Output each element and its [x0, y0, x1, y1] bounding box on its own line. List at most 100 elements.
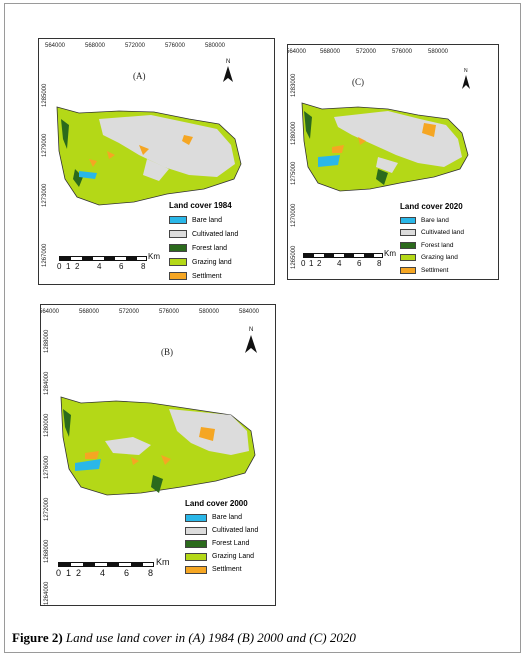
north-arrow-icon: N — [223, 59, 233, 82]
map-b-x-tick: 584000 — [239, 309, 260, 315]
map-c-x-tick: 576000 — [392, 49, 413, 55]
scale-tick: 4 — [97, 262, 102, 271]
map-a-legend-title: Land cover 1984 — [169, 201, 232, 210]
map-a-legend: Land cover 1984 Bare land Cultivated lan… — [169, 201, 255, 283]
map-a-y-tick: 1273000 — [42, 183, 48, 207]
map-c-scale-bar: Km 0 1 2 4 6 8 — [301, 249, 409, 273]
map-c-x-tick: 568000 — [320, 49, 341, 55]
map-a-canvas: 564000 568000 572000 576000 580000 12850… — [42, 43, 242, 267]
scale-tick: 1 — [66, 262, 71, 271]
svg-text:N: N — [464, 68, 468, 74]
map-c-x-tick: 580000 — [428, 49, 449, 55]
scale-tick: 4 — [337, 259, 342, 268]
map-b-x-tick: 572000 — [119, 309, 140, 315]
map-b-x-tick: 580000 — [199, 309, 220, 315]
scale-tick: 8 — [377, 259, 382, 268]
map-c-x-ticks: 564000 568000 572000 576000 580000 — [288, 49, 449, 55]
map-a-y-tick: 1285000 — [42, 83, 48, 107]
legend-item: Grazing Land — [185, 550, 275, 563]
map-a-y-tick: 1267000 — [42, 243, 48, 267]
map-b-y-tick: 1272000 — [44, 497, 50, 521]
scale-tick: 0 — [57, 262, 62, 271]
scale-tick: 8 — [148, 568, 154, 578]
map-c-canvas: 564000 568000 572000 576000 580000 12830… — [288, 49, 470, 269]
map-a-x-ticks: 564000 568000 572000 576000 580000 — [45, 43, 226, 49]
map-a-region — [56, 106, 242, 206]
scale-tick: 0 — [56, 568, 62, 578]
north-arrow-icon: N — [462, 68, 470, 89]
legend-item: Forest land — [400, 239, 492, 252]
scale-unit: Km — [148, 252, 160, 261]
map-c-y-tick: 1275000 — [291, 161, 297, 185]
map-b-y-tick: 1280000 — [44, 413, 50, 437]
map-c-y-ticks: 1283000 1280000 1275000 1270000 1265000 — [291, 73, 297, 269]
legend-item: Cultivated land — [400, 227, 492, 240]
map-b-x-tick: 576000 — [159, 309, 180, 315]
map-b-x-tick: 568000 — [79, 309, 100, 315]
legend-item: Grazing land — [169, 255, 255, 269]
figure-caption-text: Land use land cover in (A) 1984 (B) 2000… — [65, 630, 356, 645]
legend-item: Grazing land — [400, 252, 492, 265]
map-b-y-tick: 1264000 — [44, 581, 50, 605]
map-a-x-tick: 576000 — [165, 43, 186, 49]
map-a-x-tick: 572000 — [125, 43, 146, 49]
map-a-scale-bar: Km 0 1 2 4 6 8 — [57, 252, 167, 276]
scale-tick: 1 — [66, 568, 72, 578]
map-a-y-ticks: 1285000 1279000 1273000 1267000 — [42, 83, 48, 267]
map-c-label: (C) — [352, 77, 364, 87]
map-b-canvas: 564000 568000 572000 576000 580000 58400… — [41, 309, 260, 605]
legend-item: Forest land — [169, 241, 255, 255]
scale-tick: 2 — [75, 262, 80, 271]
legend-item: Cultivated land — [169, 227, 255, 241]
map-panel-a: 564000 568000 572000 576000 580000 12850… — [38, 38, 275, 285]
legend-item: Forest Land — [185, 537, 275, 550]
north-arrow-icon: N — [245, 327, 257, 353]
map-b-y-tick: 1284000 — [44, 371, 50, 395]
map-c-x-tick: 564000 — [288, 49, 307, 55]
svg-text:N: N — [226, 59, 230, 65]
legend-item: Bare land — [169, 213, 255, 227]
figure-frame — [4, 3, 521, 653]
map-c-y-tick: 1283000 — [291, 73, 297, 97]
figure-caption: Figure 2) Land use land cover in (A) 198… — [12, 630, 356, 646]
map-b-y-ticks: 1288000 1284000 1280000 1276000 1272000 … — [44, 329, 50, 605]
map-b-x-ticks: 564000 568000 572000 576000 580000 58400… — [41, 309, 260, 315]
map-b-x-tick: 564000 — [41, 309, 60, 315]
map-a-x-tick: 580000 — [205, 43, 226, 49]
legend-item: Bare land — [400, 214, 492, 227]
scale-tick: 0 — [301, 259, 306, 268]
map-c-y-tick: 1270000 — [291, 203, 297, 227]
map-c-legend: Land cover 2020 Bare land Cultivated lan… — [400, 202, 492, 277]
legend-item: Settlment — [169, 269, 255, 283]
map-a-y-tick: 1279000 — [42, 133, 48, 157]
map-b-legend: Land cover 2000 Bare land Cultivated lan… — [185, 499, 275, 576]
map-a-x-tick: 568000 — [85, 43, 106, 49]
scale-tick: 2 — [317, 259, 322, 268]
svg-text:N: N — [249, 327, 253, 333]
legend-item: Cultivated land — [185, 524, 275, 537]
scale-tick: 6 — [124, 568, 130, 578]
map-c-legend-title: Land cover 2020 — [400, 202, 463, 211]
scale-unit: Km — [384, 249, 396, 258]
scale-tick: 2 — [76, 568, 82, 578]
map-b-y-tick: 1276000 — [44, 455, 50, 479]
map-c-y-tick: 1280000 — [291, 121, 297, 145]
map-b-y-tick: 1288000 — [44, 329, 50, 353]
legend-item: Settlment — [185, 563, 275, 576]
map-a-x-tick: 564000 — [45, 43, 66, 49]
map-a-label: (A) — [133, 71, 146, 81]
scale-tick: 1 — [309, 259, 314, 268]
legend-item: Settlment — [400, 264, 492, 277]
map-c-y-tick: 1265000 — [291, 245, 297, 269]
map-b-scale-bar: Km 0 1 2 4 6 8 — [56, 557, 186, 584]
scale-unit: Km — [156, 557, 170, 567]
scale-tick: 6 — [357, 259, 362, 268]
map-panel-c: 564000 568000 572000 576000 580000 12830… — [287, 44, 499, 280]
map-panel-b: 564000 568000 572000 576000 580000 58400… — [40, 304, 276, 606]
scale-tick: 8 — [141, 262, 146, 271]
figure-caption-prefix: Figure 2) — [12, 630, 63, 645]
map-b-legend-title: Land cover 2000 — [185, 499, 248, 508]
map-c-x-tick: 572000 — [356, 49, 377, 55]
scale-tick: 4 — [100, 568, 106, 578]
scale-tick: 6 — [119, 262, 124, 271]
